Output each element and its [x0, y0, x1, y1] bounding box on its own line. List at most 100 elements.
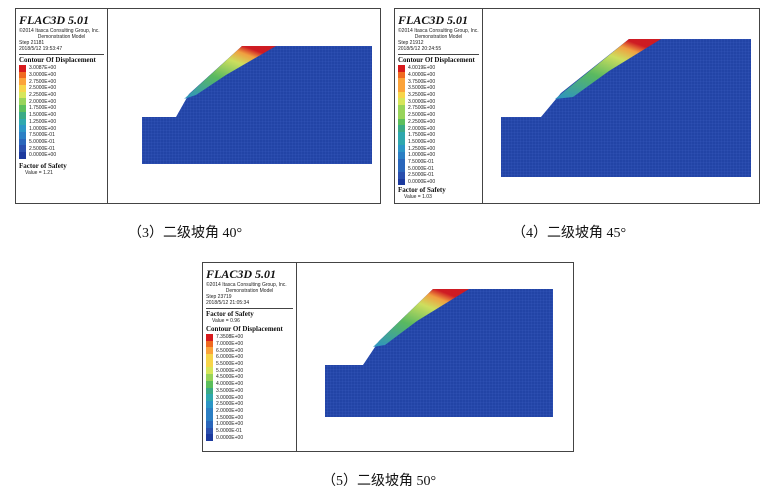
figure-3-model-name: Demonstration Model — [37, 34, 86, 40]
figure-3-step: Step 21181 — [19, 40, 45, 46]
contour-color-swatch — [398, 151, 405, 159]
contour-level-value: 2.5000E+00 — [216, 401, 244, 408]
contour-level-row: 0.0000E+00 — [398, 178, 479, 186]
contour-color-swatch — [398, 145, 405, 152]
figure-4-contour-title: Contour Of Displacement — [398, 56, 475, 64]
contour-level-row: 4.5000E+00 — [206, 374, 293, 381]
contour-color-swatch — [19, 85, 26, 92]
contour-level-row: 3.0000E+00 — [206, 394, 293, 401]
figure-3-fos-value: Value = 1.21 — [25, 169, 53, 176]
contour-level-row: 2.5000E+00 — [398, 111, 479, 119]
contour-color-swatch — [19, 65, 26, 72]
contour-color-swatch — [206, 420, 213, 428]
figure-3-timestamp: 2018/5/12 19:53:47 — [19, 46, 63, 52]
contour-level-row: 3.5000E+00 — [398, 85, 479, 92]
figure-5-caption: （5）二级坡角 50° — [322, 474, 437, 489]
contour-color-swatch — [206, 387, 213, 395]
contour-level-row: 1.0000E+00 — [398, 151, 479, 159]
contour-level-row: 6.5000E+00 — [206, 347, 293, 355]
contour-color-swatch — [206, 354, 213, 361]
contour-level-value: 0.0000E+00 — [29, 152, 57, 159]
contour-level-row: 6.0000E+00 — [206, 354, 293, 361]
contour-level-value: 2.2500E+00 — [408, 118, 436, 125]
figure-5-fos-title: Factor of Safety — [206, 310, 254, 318]
contour-level-value: 1.7500E+00 — [408, 132, 436, 139]
contour-level-value: 1.0000E+00 — [408, 152, 436, 159]
figure-3-fos-title: Factor of Safety — [19, 161, 67, 170]
contour-color-swatch — [398, 98, 405, 106]
contour-level-value: 2.7500E+00 — [408, 105, 436, 112]
figure-5-step: Step 23719 — [206, 294, 232, 300]
contour-level-value: 5.0000E-01 — [29, 138, 55, 145]
contour-color-swatch — [398, 78, 405, 86]
contour-level-value: 1.0000E+00 — [216, 421, 244, 428]
contour-color-swatch — [19, 131, 26, 139]
contour-level-value: 5.5000E+00 — [216, 361, 244, 368]
contour-level-value: 1.5000E+00 — [216, 414, 244, 421]
contour-level-row: 3.0000E+00 — [19, 71, 104, 79]
contour-color-swatch — [398, 131, 405, 139]
figure-4-slope-model — [501, 39, 751, 177]
figure-5-divider — [206, 308, 293, 309]
contour-level-value: 2.0000E+00 — [29, 98, 57, 105]
contour-level-row: 2.5000E+00 — [206, 400, 293, 408]
contour-level-row: 0.0000E+00 — [206, 434, 293, 441]
contour-color-swatch — [398, 172, 405, 179]
contour-color-swatch — [398, 165, 405, 172]
contour-color-swatch — [206, 434, 213, 441]
contour-level-value: 7.0000E+00 — [216, 341, 244, 348]
contour-level-value: 5.0000E-01 — [408, 165, 434, 172]
contour-level-value: 1.7500E+00 — [29, 105, 57, 112]
contour-color-swatch — [206, 427, 213, 435]
contour-level-row: 7.3508E+00 — [206, 334, 293, 341]
contour-color-swatch — [398, 65, 405, 72]
figure-3-contour-scale: 3.0087E+00 3.0000E+00 2.7500E+00 2.5000E+00… — [19, 65, 104, 159]
figure-3-caption: （3）二级坡角 40° — [128, 226, 243, 241]
contour-level-row: 2.7500E+00 — [19, 78, 104, 86]
contour-color-swatch — [206, 400, 213, 408]
contour-level-value: 7.5000E-01 — [29, 132, 55, 139]
contour-level-row: 7.0000E+00 — [206, 340, 293, 348]
contour-level-row: 3.5000E+00 — [206, 387, 293, 395]
figure-5-legend: FLAC3D 5.01 ©2014 Itasca Consulting Grou… — [203, 263, 297, 451]
contour-level-value: 3.7500E+00 — [408, 78, 436, 85]
contour-level-value: 2.5000E-01 — [408, 172, 434, 179]
figure-3-copyright: ©2014 Itasca Consulting Group, Inc. — [19, 28, 100, 34]
contour-level-value: 4.0019E+00 — [408, 65, 436, 72]
contour-level-value: 2.5000E+00 — [29, 85, 57, 92]
figure-5-fos-value: Value = 0.96 — [212, 318, 240, 324]
contour-level-value: 4.0000E+00 — [216, 381, 244, 388]
figure-3-slope-model — [142, 46, 372, 164]
contour-color-swatch — [206, 374, 213, 381]
contour-color-swatch — [19, 91, 26, 99]
contour-level-row: 5.5000E+00 — [206, 360, 293, 368]
contour-level-value: 3.0000E+00 — [29, 72, 57, 79]
contour-level-value: 5.0000E-01 — [216, 427, 242, 434]
figure-4-model-name: Demonstration Model — [414, 34, 463, 40]
contour-color-swatch — [19, 138, 26, 146]
figure-4-divider — [398, 54, 479, 55]
figure-3-panel: FLAC3D 5.01 ©2014 Itasca Consulting Grou… — [15, 8, 381, 204]
figure-4-fos-title: Factor of Safety — [398, 186, 446, 195]
contour-level-row: 0.0000E+00 — [19, 151, 104, 159]
figure-4-copyright: ©2014 Itasca Consulting Group, Inc. — [398, 28, 479, 34]
figure-3-brand: FLAC3D 5.01 — [19, 13, 90, 27]
contour-level-row: 1.5000E+00 — [206, 414, 293, 421]
contour-level-value: 3.2500E+00 — [408, 92, 436, 99]
contour-level-value: 3.0000E+00 — [216, 394, 244, 401]
contour-color-swatch — [398, 138, 405, 146]
contour-color-swatch — [398, 125, 405, 132]
contour-level-value: 1.5000E+00 — [408, 138, 436, 145]
contour-color-swatch — [19, 111, 26, 119]
figure-5-timestamp: 2018/5/12 21:05:34 — [206, 300, 250, 306]
contour-level-value: 3.5000E+00 — [408, 85, 436, 92]
contour-color-swatch — [398, 71, 405, 79]
contour-level-row: 1.2500E+00 — [398, 145, 479, 152]
contour-level-value: 1.2500E+00 — [29, 118, 57, 125]
contour-level-row: 3.2500E+00 — [398, 91, 479, 99]
contour-level-row: 2.5000E-01 — [19, 145, 104, 152]
contour-level-row: 2.2500E+00 — [398, 118, 479, 126]
contour-level-value: 0.0000E+00 — [408, 179, 436, 186]
figure-4-step: Step 21912 — [398, 40, 424, 46]
contour-level-row: 1.0000E+00 — [206, 420, 293, 428]
